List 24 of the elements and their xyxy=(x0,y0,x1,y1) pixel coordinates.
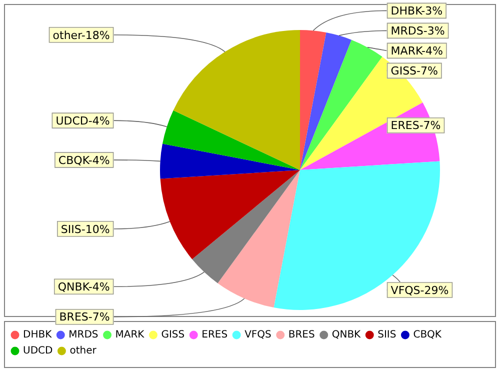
data-label: GISS-7% xyxy=(390,64,438,78)
legend-label: MARK xyxy=(115,330,145,341)
data-label: BRES-7% xyxy=(59,310,110,324)
legend-label: ERES xyxy=(202,330,228,341)
data-label: DHBK-3% xyxy=(390,4,443,18)
legend-label: DHBK xyxy=(23,330,52,341)
legend-label: UDCD xyxy=(23,346,53,357)
data-label: CBQK-4% xyxy=(58,154,110,167)
data-label: VFQS-29% xyxy=(390,284,449,297)
legend-label: QNBK xyxy=(332,330,362,341)
data-label: other-18% xyxy=(52,28,110,42)
legend-label: other xyxy=(70,346,98,357)
data-label: SIIS-10% xyxy=(60,222,110,236)
legend-label: CBQK xyxy=(413,330,442,341)
data-label: MARK-4% xyxy=(390,44,443,58)
legend-label: BRES xyxy=(288,330,315,341)
legend-label: SIIS xyxy=(378,330,396,341)
legend-label: MRDS xyxy=(68,330,98,341)
data-label: QNBK-4% xyxy=(58,280,110,294)
data-label: UDCD-4% xyxy=(56,114,110,128)
data-label: MRDS-3% xyxy=(390,24,445,38)
legend-label: GISS xyxy=(161,330,185,341)
data-label: ERES-7% xyxy=(390,119,441,132)
legend-label: VFQS xyxy=(244,330,272,341)
